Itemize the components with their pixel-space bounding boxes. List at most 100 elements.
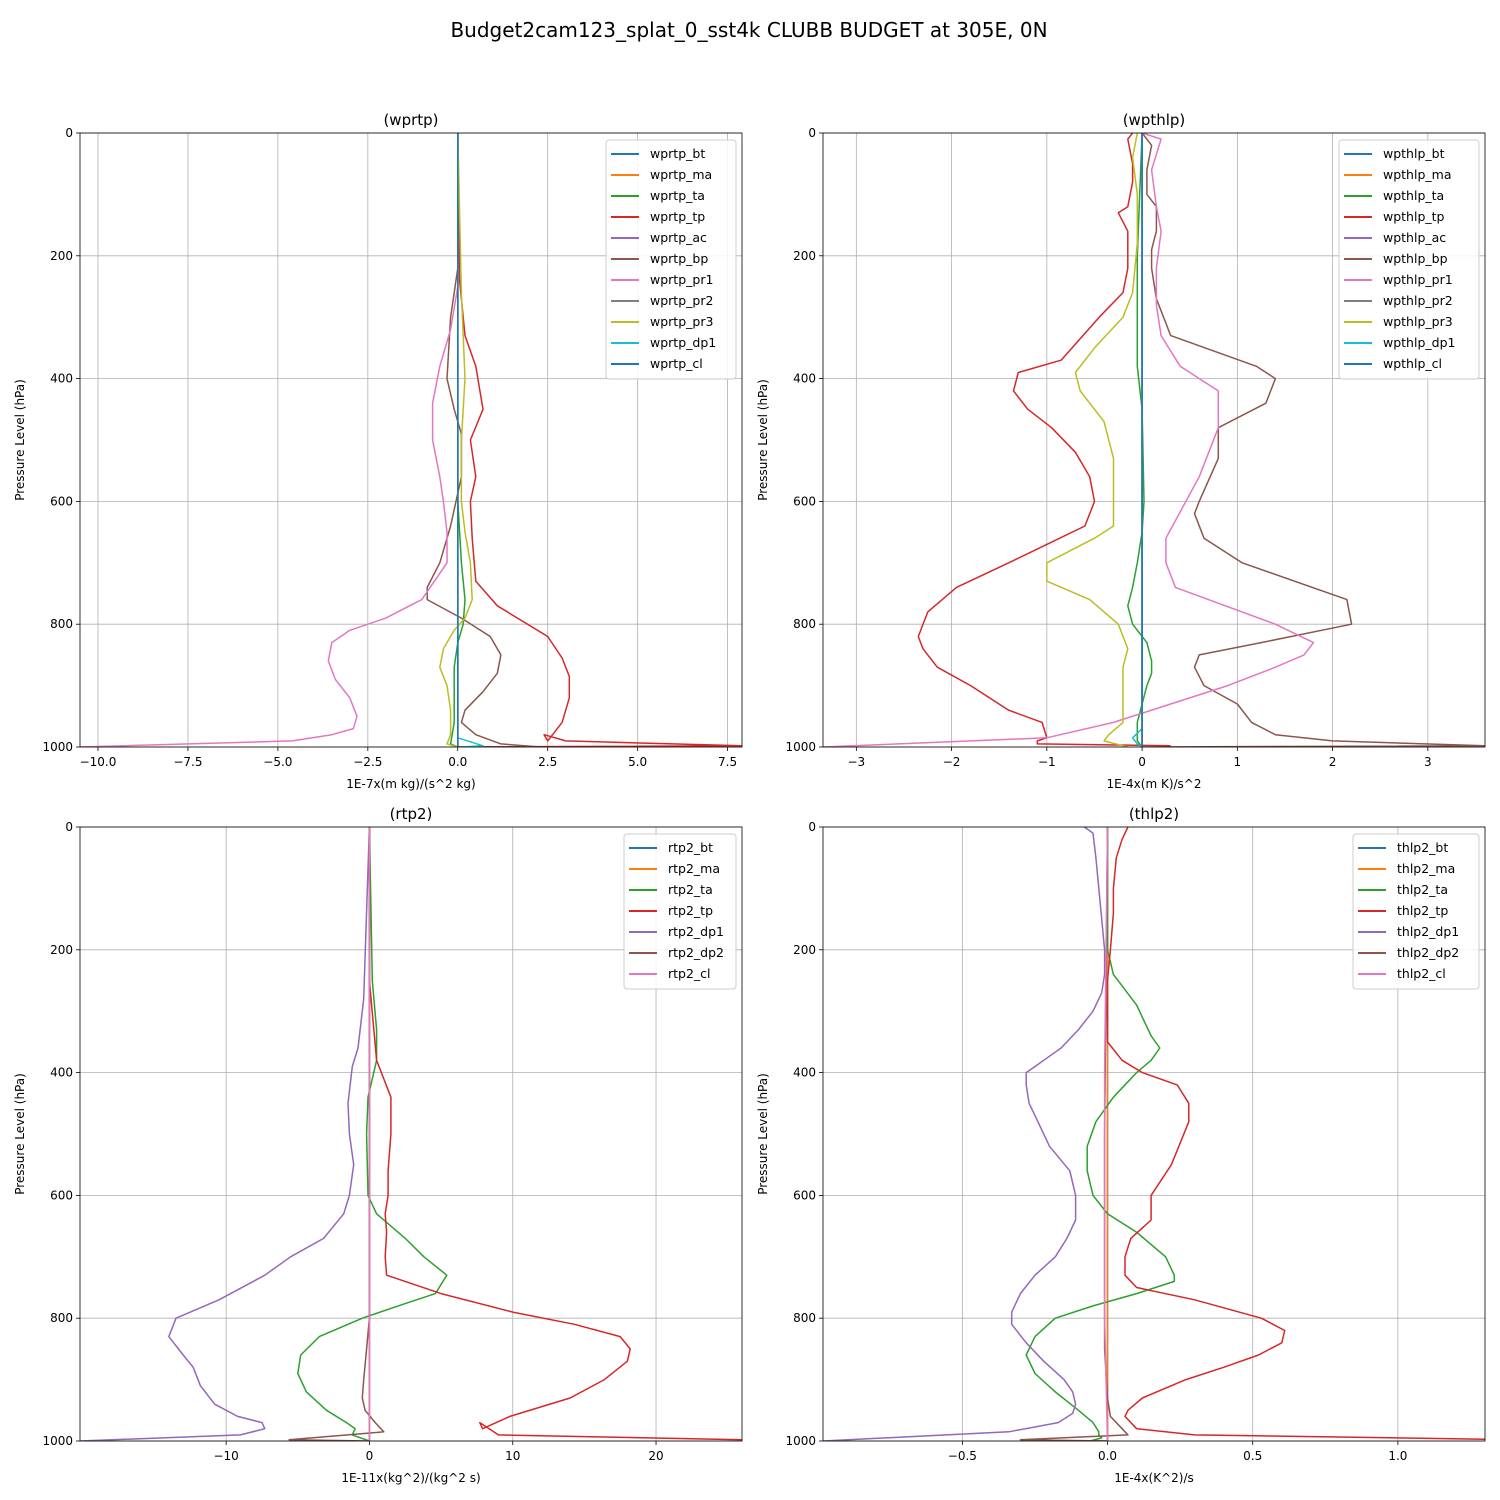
legend-entry: wprtp_pr1 — [650, 272, 713, 287]
panel-1: −3 −2 −1 0 1 2 3 0 200 400 600 800 1000 (wpthlp) 1E-4x… — [756, 111, 1486, 791]
x-tick-label: −5.0 — [263, 755, 292, 769]
legend-entry: rtp2_tp — [668, 903, 713, 918]
x-tick-label: −3 — [847, 755, 865, 769]
figure-title: Budget2cam123_splat_0_sst4k CLUBB BUDGET… — [450, 18, 1047, 42]
axes-frame — [822, 132, 1486, 748]
x-tick-label: 0.0 — [1098, 1449, 1117, 1463]
series-line-rtp2_tp — [368, 827, 742, 1441]
series-line-thlp2_dp1 — [823, 827, 1106, 1441]
x-axis-label: 1E-4x(m K)/s^2 — [1106, 777, 1201, 791]
x-tick-label: 5.0 — [628, 755, 647, 769]
y-tick-label: 400 — [793, 372, 816, 386]
series-line-thlp2_ta — [1025, 827, 1176, 1441]
legend-entry: wprtp_pr3 — [650, 314, 713, 329]
legend-entry: thlp2_ta — [1397, 882, 1448, 897]
legend-entry: wprtp_ta — [650, 188, 705, 203]
x-tick-label: 7.5 — [718, 755, 737, 769]
legend-entry: wprtp_ma — [650, 167, 712, 182]
series-line-wpthlp_tp — [917, 133, 1171, 747]
y-tick-label: 1000 — [42, 740, 73, 754]
panel-title: (wpthlp) — [1123, 111, 1186, 129]
series-line-rtp2_dp1 — [80, 827, 371, 1441]
legend-entry: rtp2_ma — [668, 861, 720, 876]
legend-entry: wprtp_bp — [650, 251, 708, 266]
legend-box — [1352, 833, 1480, 990]
legend-entry: wpthlp_dp1 — [1383, 335, 1455, 350]
legend-entry: wpthlp_bp — [1383, 251, 1448, 266]
x-tick-label: 1 — [1234, 755, 1242, 769]
x-tick-label: 1.0 — [1388, 1449, 1407, 1463]
y-tick-label: 0 — [808, 126, 816, 140]
series-line-wpthlp_bp — [1141, 133, 1485, 747]
x-tick-label: −7.5 — [173, 755, 202, 769]
x-axis-label: 1E-4x(K^2)/s — [1114, 1471, 1194, 1485]
y-tick-label: 600 — [50, 494, 73, 508]
legend-entry: rtp2_dp1 — [668, 924, 724, 939]
legend-entry: wpthlp_bt — [1383, 146, 1445, 161]
x-tick-label: 0 — [1138, 755, 1146, 769]
x-tick-label: −10 — [213, 1449, 238, 1463]
y-axis-label: Pressure Level (hPa) — [756, 379, 770, 501]
y-tick-label: 1000 — [42, 1434, 73, 1448]
series-line-wprtp_pr3 — [439, 133, 473, 747]
y-tick-label: 0 — [65, 820, 73, 834]
legend: wprtp_bt wprtp_ma wprtp_ta wprtp_tp wprtp_ac… — [605, 139, 737, 380]
x-tick-label: 3 — [1424, 755, 1432, 769]
series-group — [80, 133, 742, 747]
y-tick-label: 600 — [793, 1188, 816, 1202]
y-tick-label: 600 — [793, 494, 816, 508]
legend-entry: wprtp_tp — [650, 209, 705, 224]
legend-entry: thlp2_tp — [1397, 903, 1448, 918]
y-axis-label: Pressure Level (hPa) — [756, 1073, 770, 1195]
y-tick-label: 200 — [50, 943, 73, 957]
x-tick-label: 0 — [366, 1449, 374, 1463]
y-tick-label: 600 — [50, 1188, 73, 1202]
series-group — [823, 827, 1485, 1441]
y-axis-label: Pressure Level (hPa) — [13, 1073, 27, 1195]
x-axis-label: 1E-11x(kg^2)/(kg^2 s) — [341, 1471, 480, 1485]
series-line-wprtp_pr1 — [80, 133, 459, 747]
series-line-wprtp_tp — [457, 133, 742, 747]
series-line-thlp2_dp2 — [1019, 827, 1129, 1441]
x-tick-label: 0.0 — [448, 755, 467, 769]
axes-frame — [822, 826, 1486, 1442]
legend-entry: rtp2_ta — [668, 882, 713, 897]
legend-entry: wprtp_cl — [650, 356, 703, 371]
series-line-rtp2_ta — [297, 827, 448, 1441]
y-tick-label: 800 — [50, 1311, 73, 1325]
series-group — [823, 133, 1485, 747]
x-tick-label: −2 — [943, 755, 961, 769]
series-line-wpthlp_pr1 — [823, 133, 1315, 747]
x-tick-label: 2 — [1329, 755, 1337, 769]
y-axis-label: Pressure Level (hPa) — [13, 379, 27, 501]
panel-title: (wprtp) — [383, 111, 438, 129]
panel-3: −0.5 0.0 0.5 1.0 0 200 400 600 800 1000 (thlp2) 1E-… — [756, 805, 1486, 1485]
x-tick-label: −10.0 — [80, 755, 117, 769]
series-line-thlp2_cl — [1103, 827, 1109, 1441]
legend: thlp2_bt thlp2_ma thlp2_ta thlp2_tp thlp2_dp… — [1352, 833, 1480, 990]
y-tick-label: 0 — [65, 126, 73, 140]
y-tick-label: 800 — [793, 1311, 816, 1325]
legend-entry: thlp2_dp1 — [1397, 924, 1459, 939]
y-tick-label: 800 — [50, 617, 73, 631]
legend-entry: wprtp_dp1 — [650, 335, 716, 350]
y-tick-label: 1000 — [785, 740, 816, 754]
y-tick-label: 800 — [793, 617, 816, 631]
legend-entry: thlp2_ma — [1397, 861, 1455, 876]
legend-box — [1338, 139, 1480, 380]
panel-title: (thlp2) — [1129, 805, 1179, 823]
axes-frame — [79, 132, 743, 748]
legend-box — [623, 833, 737, 990]
x-tick-label: −1 — [1038, 755, 1056, 769]
legend-entry: rtp2_bt — [668, 840, 713, 855]
legend-entry: wprtp_ac — [650, 230, 707, 245]
legend-entry: thlp2_dp2 — [1397, 945, 1459, 960]
legend-entry: wpthlp_ta — [1383, 188, 1444, 203]
series-line-thlp2_tp — [1106, 827, 1485, 1440]
y-tick-label: 200 — [793, 249, 816, 263]
legend-box — [605, 139, 737, 380]
x-axis-label: 1E-7x(m kg)/(s^2 kg) — [346, 777, 475, 791]
y-tick-label: 0 — [808, 820, 816, 834]
